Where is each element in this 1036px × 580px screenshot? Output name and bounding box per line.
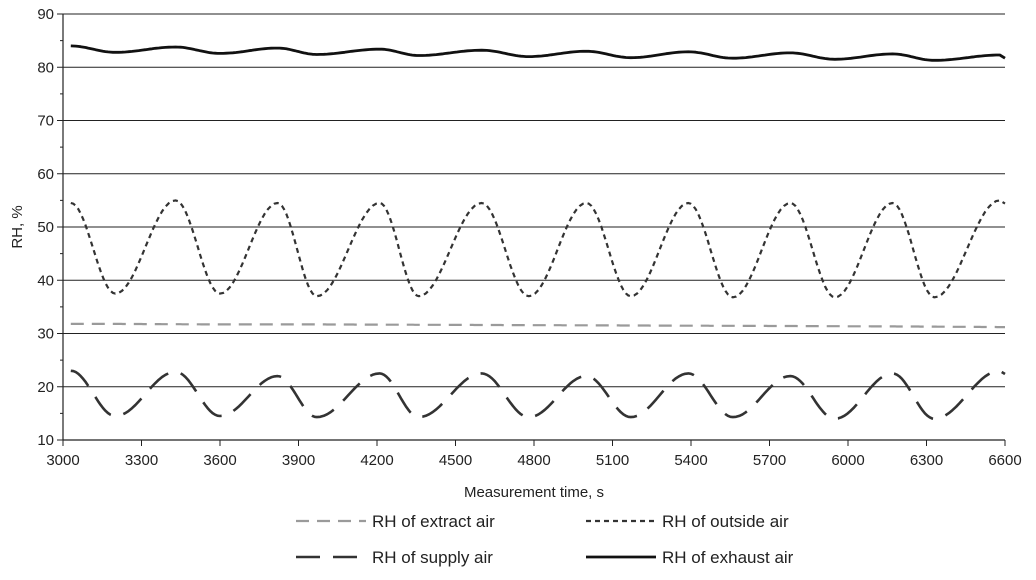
legend: RH of extract air RH of outside air RH of … <box>296 512 794 567</box>
x-tick-label: 3900 <box>282 452 315 469</box>
x-tick-label: 5700 <box>753 452 786 469</box>
series-line-rh-of-extract-air <box>70 322 1005 329</box>
y-tick-label: 50 <box>37 219 54 236</box>
y-axis-title: RH, % <box>9 205 26 248</box>
x-tick-labels: 3000 3300 3600 3900 4200 4500 4800 5100 5400 5700… <box>46 452 1021 469</box>
y-tick-label: 70 <box>37 113 54 130</box>
x-tick-label: 6000 <box>831 452 864 469</box>
x-tick-label: 4200 <box>360 452 393 469</box>
x-tick-label: 4800 <box>517 452 550 469</box>
x-tick-label: 6600 <box>988 452 1021 469</box>
y-tick-label: 30 <box>37 326 54 343</box>
data-series <box>70 44 1006 420</box>
x-tick-label: 6300 <box>910 452 943 469</box>
y-tick-labels: 10 20 30 40 50 60 70 80 90 <box>37 6 54 449</box>
x-tick-label: 3000 <box>46 452 79 469</box>
x-tick-label: 3600 <box>203 452 236 469</box>
y-tick-label: 10 <box>37 432 54 449</box>
legend-label-rh-of-extract-air: RH of extract air <box>372 512 495 531</box>
series-line-rh-of-supply-air <box>70 369 1006 420</box>
x-tick-label: 5100 <box>596 452 629 469</box>
legend-label-rh-of-exhaust-air: RH of exhaust air <box>662 548 794 567</box>
y-tick-label: 80 <box>37 59 54 76</box>
axes <box>57 13 1006 446</box>
x-tick-label: 5400 <box>674 452 707 469</box>
legend-label-rh-of-outside-air: RH of outside air <box>662 512 789 531</box>
x-tick-label: 3300 <box>125 452 158 469</box>
y-tick-label: 40 <box>37 272 54 289</box>
legend-label-rh-of-supply-air: RH of supply air <box>372 548 493 567</box>
x-tick-label: 4500 <box>439 452 472 469</box>
series-line-rh-of-outside-air <box>70 199 1006 299</box>
gridlines <box>63 13 1005 388</box>
y-tick-label: 90 <box>37 6 54 23</box>
y-tick-label: 20 <box>37 379 54 396</box>
series-line-rh-of-exhaust-air <box>70 44 1006 62</box>
x-axis-title: Measurement time, s <box>464 484 604 501</box>
y-tick-label: 60 <box>37 166 54 183</box>
